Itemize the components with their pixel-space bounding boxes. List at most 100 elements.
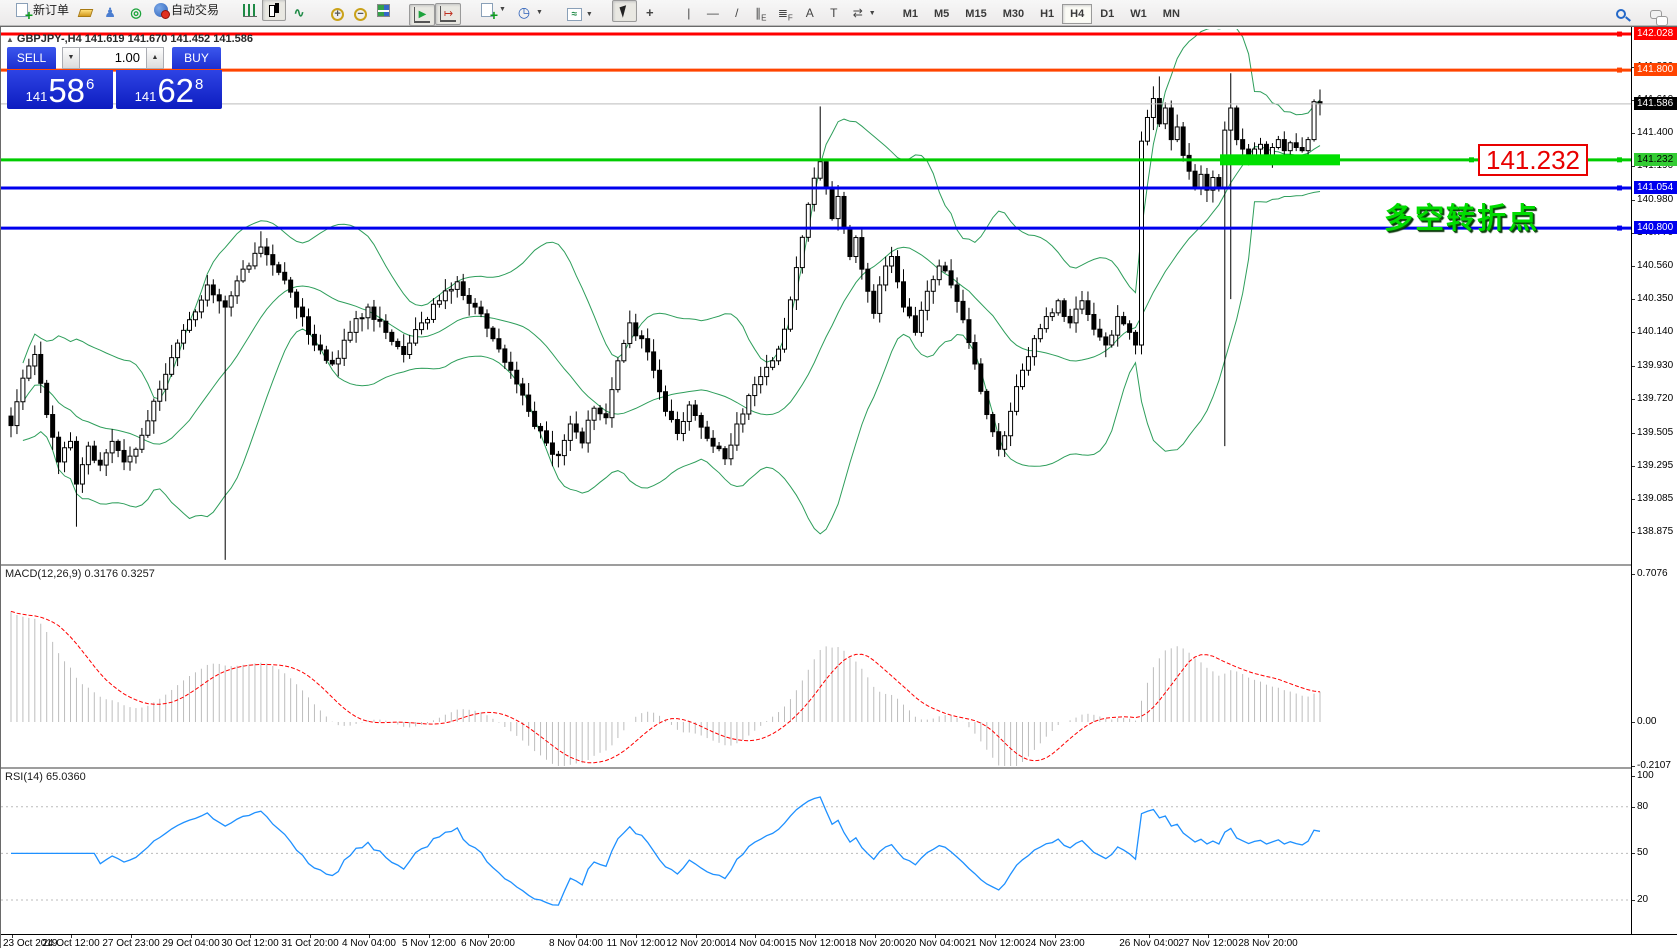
rsi-indicator-pane[interactable] xyxy=(1,769,1631,933)
autotrading-icon xyxy=(154,3,171,20)
main-price-chart[interactable] xyxy=(1,29,1631,566)
shapes-dropdown[interactable]: ⇄ ▼ xyxy=(846,2,881,24)
chart-window[interactable]: ▲ GBPJPY-,H4 141.619 141.670 141.452 141.… xyxy=(0,26,1677,949)
volume-increase-button[interactable]: ▲ xyxy=(146,47,164,69)
chat-button[interactable] xyxy=(1645,2,1668,26)
timeframe-d1[interactable]: D1 xyxy=(1100,8,1115,21)
volume-input[interactable]: 1.00 xyxy=(80,47,146,69)
support-zone-rect[interactable] xyxy=(1220,154,1340,166)
text-label-icon: T xyxy=(830,6,838,21)
toolbar-right xyxy=(1611,2,1668,26)
candlestick-button[interactable] xyxy=(262,0,287,22)
level-anchor-support-141054[interactable] xyxy=(1617,185,1622,191)
level-anchor-pivot-141232[interactable] xyxy=(1617,157,1622,163)
level-anchor-support-140800[interactable] xyxy=(1617,225,1622,231)
timeframe-m30[interactable]: M30 xyxy=(1002,8,1025,21)
timeframe-mn[interactable]: MN xyxy=(1162,8,1180,21)
time-tick-label: 27 Nov 12:00 xyxy=(1178,938,1238,949)
timeframe-w1[interactable]: W1 xyxy=(1130,8,1147,21)
line-chart-icon: ∿ xyxy=(293,5,305,21)
signals-button[interactable]: ◎ xyxy=(123,2,149,24)
data-window-button[interactable]: ♟ xyxy=(97,2,123,24)
profiles-dropdown[interactable]: ◷ ▼ xyxy=(511,1,548,23)
rsi-pane-separator[interactable] xyxy=(1,767,1677,769)
line-chart-button[interactable]: ∿ xyxy=(286,2,312,24)
fibonacci-button[interactable]: ≣F xyxy=(773,3,798,25)
macd-tick-mark xyxy=(1632,574,1635,576)
axis-price-label-bid-price: 141.586 xyxy=(1634,96,1677,110)
macd-indicator-pane[interactable] xyxy=(1,566,1631,766)
macd-tick-label: 0.7076 xyxy=(1637,568,1668,580)
level-anchor-resistance-141800[interactable] xyxy=(1617,67,1622,73)
price-level-tag[interactable]: 141.232 xyxy=(1478,144,1588,176)
axis-price-label-resistance-141800: 141.800 xyxy=(1634,63,1677,77)
dropdown-arrow-icon: ▼ xyxy=(535,8,543,16)
time-tick-label: 11 Nov 12:00 xyxy=(606,938,666,949)
time-tick-mark xyxy=(576,935,577,938)
bar-chart-button[interactable] xyxy=(238,0,262,21)
candlestick-icon xyxy=(267,3,281,18)
autotrading-button[interactable]: 自动交易 xyxy=(149,0,224,21)
price-tick-mark xyxy=(1632,266,1635,267)
time-tick-label: 24 Nov 23:00 xyxy=(1025,938,1085,949)
time-tick-mark xyxy=(1208,935,1209,938)
rsi-line xyxy=(11,796,1321,906)
timeframe-m1[interactable]: M1 xyxy=(902,8,919,21)
price-tick-mark xyxy=(1632,432,1635,434)
price-tick-mark xyxy=(1632,332,1635,334)
macd-label: MACD(12,26,9) 0.3176 0.3257 xyxy=(5,568,155,580)
text-label-button[interactable]: T xyxy=(822,2,846,24)
vertical-line-button[interactable]: | xyxy=(677,2,701,24)
crosshair-button[interactable]: + xyxy=(637,2,663,24)
timeframe-m15[interactable]: M15 xyxy=(965,8,987,21)
macd-tick-label: 0.00 xyxy=(1637,716,1657,727)
price-axis[interactable]: 141.820141.610141.400141.190140.980140.7… xyxy=(1631,27,1677,949)
new-chart-dropdown[interactable]: ▼ xyxy=(475,0,511,23)
auto-scroll-button[interactable]: ▶ xyxy=(409,4,436,27)
zoom-out-icon: − xyxy=(354,8,368,22)
market-watch-button[interactable] xyxy=(74,0,97,22)
time-axis[interactable]: 23 Oct 2019 24 Oct 12:00 27 Oct 23:00 29 Oc… xyxy=(1,934,1677,949)
text-button[interactable]: A xyxy=(798,2,822,24)
dropdown-arrow-icon: ▼ xyxy=(499,6,506,14)
profiles-icon: ◷ xyxy=(517,4,531,21)
timeframe-m5[interactable]: M5 xyxy=(934,8,950,21)
horizontal-level-lines[interactable] xyxy=(1,31,1631,231)
rsi-tick-mark xyxy=(1632,853,1635,855)
time-tick-label: 29 Oct 04:00 xyxy=(162,938,220,949)
chart-window-icon: ▲ xyxy=(6,35,14,44)
horizontal-line-button[interactable]: — xyxy=(701,2,725,24)
tile-windows-button[interactable] xyxy=(372,0,395,21)
buy-price-prefix: 141 xyxy=(134,89,157,104)
trendline-button[interactable]: / xyxy=(725,2,749,24)
sell-price-sup: 6 xyxy=(86,76,95,93)
time-tick-label: 14 Nov 04:00 xyxy=(725,938,785,949)
search-button[interactable] xyxy=(1611,2,1631,24)
rsi-tick-mark xyxy=(1632,806,1635,808)
search-icon xyxy=(1616,8,1626,19)
candlestick-series xyxy=(8,73,1323,560)
chart-title-text: GBPJPY-,H4 141.619 141.670 141.452 141.5… xyxy=(16,33,253,45)
time-tick-label: 30 Oct 12:00 xyxy=(221,938,279,949)
equidistant-channel-button[interactable]: ∥E xyxy=(749,3,773,25)
sell-price-display[interactable]: 141 58 6 xyxy=(7,70,113,109)
rsi-label: RSI(14) 65.0360 xyxy=(5,771,86,783)
zoom-out-button[interactable]: − xyxy=(349,3,372,25)
price-tick-mark xyxy=(1632,199,1635,201)
volume-decrease-button[interactable]: ▼ xyxy=(62,47,80,69)
buy-price-display[interactable]: 141 62 8 xyxy=(116,70,222,109)
new-order-button[interactable]: 新订单 xyxy=(10,0,74,23)
sell-button[interactable]: SELL xyxy=(7,47,56,69)
chart-shift-button[interactable]: ↦ xyxy=(435,3,462,26)
time-tick-mark xyxy=(815,935,816,938)
indicators-dropdown[interactable]: ≈ ▼ xyxy=(562,3,598,25)
turning-point-annotation[interactable]: 多空转折点 xyxy=(1384,203,1540,235)
timeframe-h4[interactable]: H4 xyxy=(1062,4,1093,25)
cursor-button[interactable] xyxy=(611,0,637,22)
level-anchor-resistance-142028[interactable] xyxy=(1617,31,1622,37)
macd-pane-separator[interactable] xyxy=(1,564,1677,566)
chat-icon xyxy=(1650,9,1668,26)
buy-button[interactable]: BUY xyxy=(172,47,221,69)
timeframe-h1[interactable]: H1 xyxy=(1040,8,1055,21)
zoom-in-button[interactable]: + xyxy=(326,3,349,25)
